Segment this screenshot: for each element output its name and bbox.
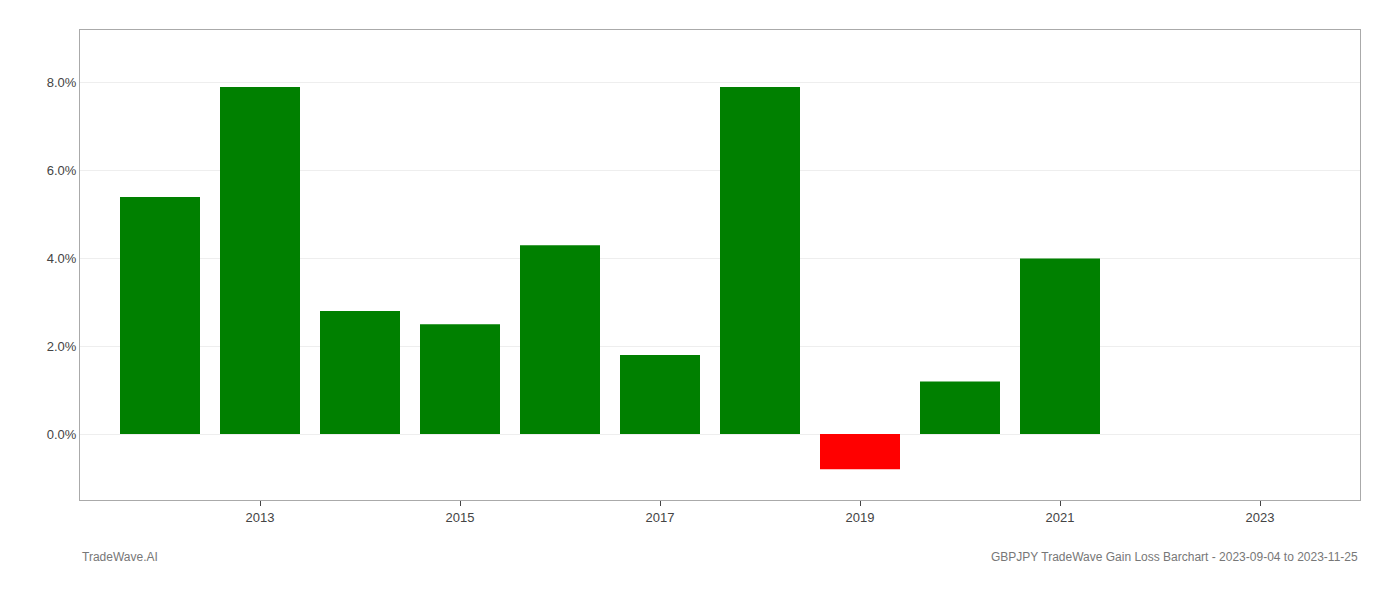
svg-text:2015: 2015 bbox=[446, 510, 475, 525]
svg-text:GBPJPY TradeWave Gain Loss Bar: GBPJPY TradeWave Gain Loss Barchart - 20… bbox=[991, 550, 1358, 564]
svg-text:4.0%: 4.0% bbox=[47, 251, 77, 266]
svg-text:2013: 2013 bbox=[246, 510, 275, 525]
svg-text:2023: 2023 bbox=[1246, 510, 1275, 525]
svg-text:TradeWave.AI: TradeWave.AI bbox=[82, 550, 158, 564]
svg-text:6.0%: 6.0% bbox=[47, 163, 77, 178]
svg-text:8.0%: 8.0% bbox=[47, 75, 77, 90]
svg-text:2017: 2017 bbox=[646, 510, 675, 525]
svg-text:0.0%: 0.0% bbox=[47, 427, 77, 442]
svg-text:2.0%: 2.0% bbox=[47, 339, 77, 354]
svg-text:2021: 2021 bbox=[1046, 510, 1075, 525]
svg-text:2019: 2019 bbox=[846, 510, 875, 525]
